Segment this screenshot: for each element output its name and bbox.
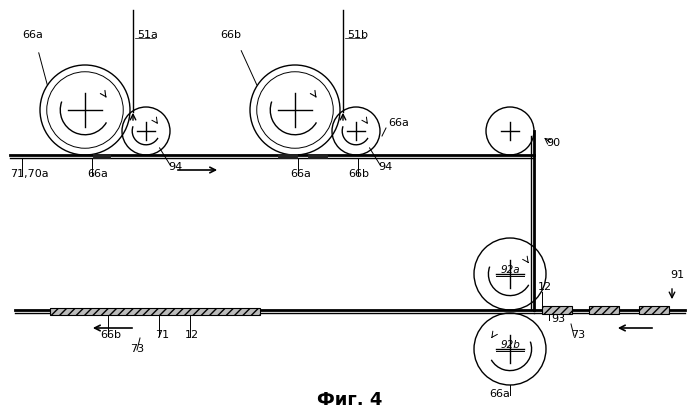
Text: 66a: 66a — [388, 118, 409, 128]
Text: 12: 12 — [538, 282, 552, 292]
Text: 90: 90 — [546, 138, 560, 148]
Text: 93: 93 — [551, 314, 565, 324]
Text: 12: 12 — [185, 330, 199, 340]
Bar — [639, 306, 669, 314]
Text: 94: 94 — [378, 162, 392, 172]
Text: 66a: 66a — [290, 169, 311, 179]
Bar — [589, 306, 619, 314]
Text: 73: 73 — [130, 344, 144, 354]
Text: 66b: 66b — [220, 30, 241, 40]
Text: 66a: 66a — [489, 389, 510, 399]
Text: 73: 73 — [571, 330, 585, 340]
Text: 71,70a: 71,70a — [10, 169, 48, 179]
Bar — [50, 308, 260, 315]
Text: 91: 91 — [670, 270, 684, 280]
Text: Фиг. 4: Фиг. 4 — [317, 391, 383, 409]
Text: 92a: 92a — [500, 265, 520, 275]
Text: 71: 71 — [155, 330, 169, 340]
Text: 66b: 66b — [348, 169, 369, 179]
Text: 51a: 51a — [137, 30, 158, 40]
Bar — [542, 306, 572, 314]
Text: 51b: 51b — [347, 30, 368, 40]
Text: 66b: 66b — [100, 330, 121, 340]
Text: 94: 94 — [168, 162, 182, 172]
Text: 66a: 66a — [87, 169, 108, 179]
Text: 92b: 92b — [500, 340, 520, 350]
Text: 66a: 66a — [22, 30, 43, 40]
